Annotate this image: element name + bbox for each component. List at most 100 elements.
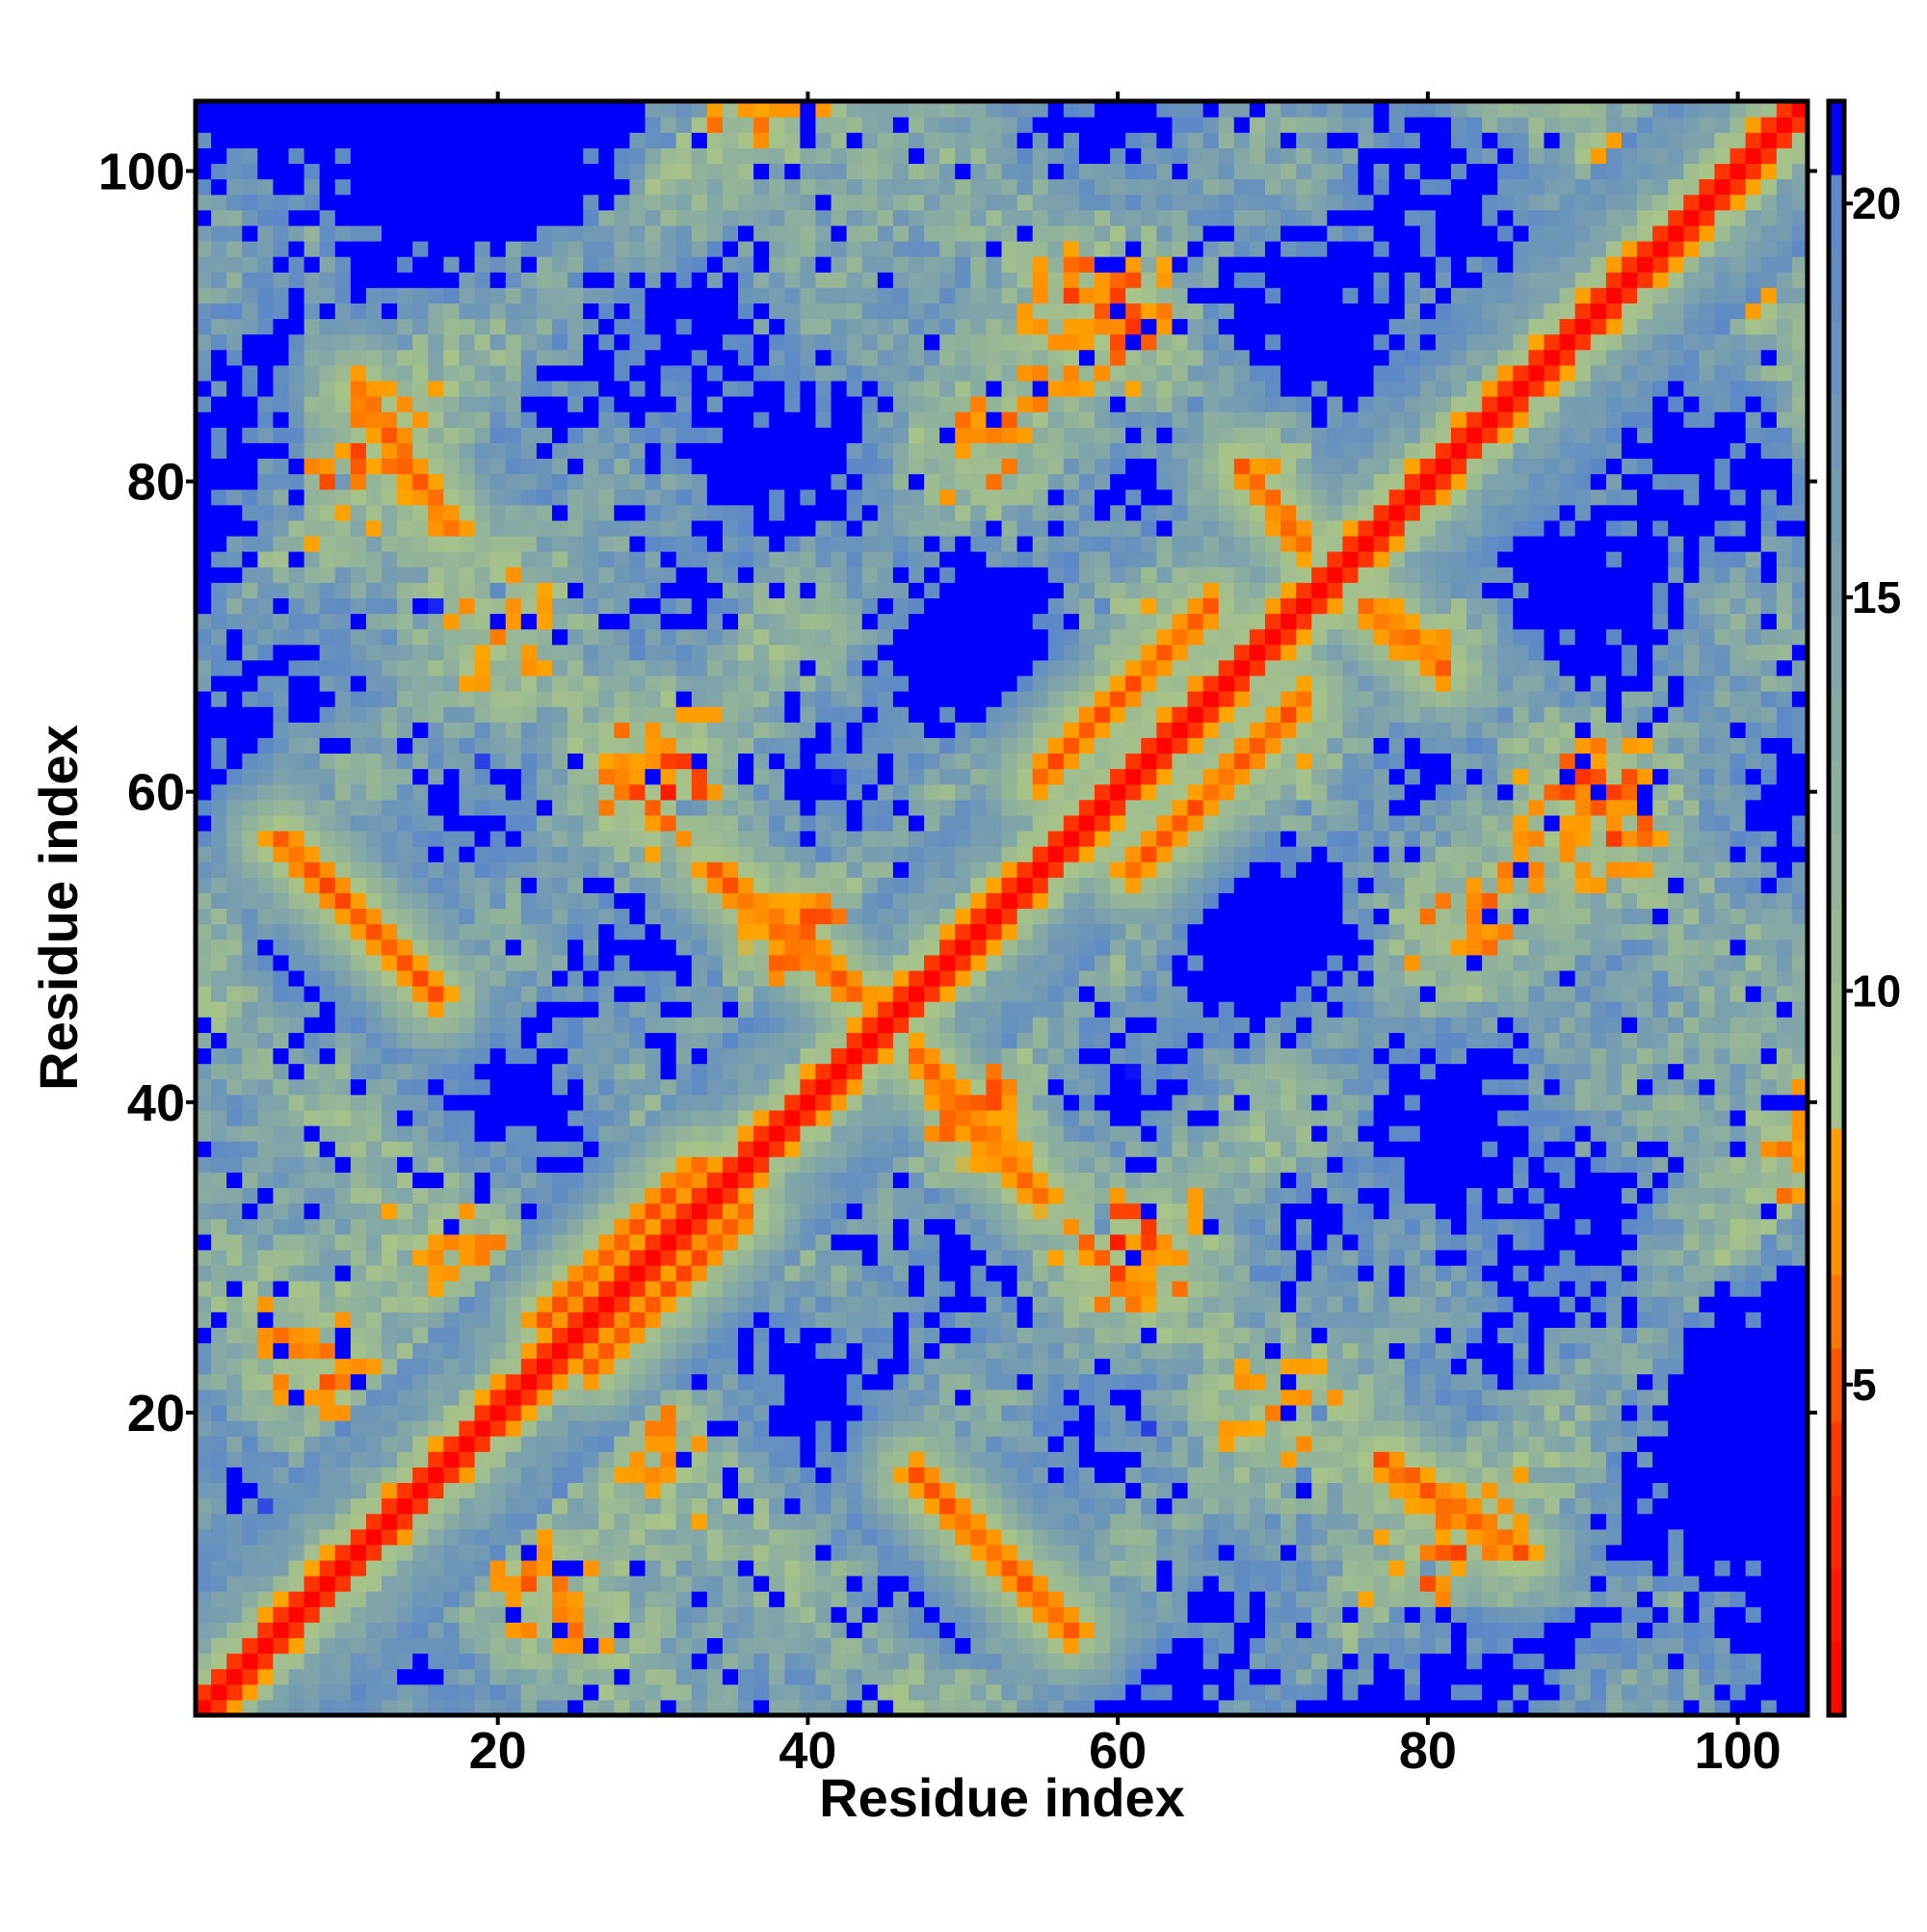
heatmap-cell: [691, 830, 708, 847]
heatmap-cell: [753, 597, 770, 615]
heatmap-cell: [551, 1203, 568, 1220]
heatmap-cell: [551, 1497, 568, 1515]
heatmap-cell: [226, 1436, 243, 1452]
heatmap-cell: [691, 1497, 708, 1515]
heatmap-cell: [568, 567, 584, 583]
heatmap-cell: [861, 1001, 879, 1018]
heatmap-cell: [846, 1342, 863, 1360]
heatmap-cell: [382, 551, 398, 568]
heatmap-cell: [877, 1218, 894, 1235]
heatmap-cell: [211, 1078, 227, 1096]
heatmap-cell: [583, 1047, 599, 1065]
heatmap-cell: [877, 1482, 894, 1499]
heatmap-cell: [428, 1528, 444, 1546]
heatmap-cell: [800, 473, 817, 490]
heatmap-cell: [428, 706, 444, 723]
heatmap-cell: [288, 1125, 305, 1142]
heatmap-cell: [334, 628, 352, 646]
heatmap-cell: [738, 877, 754, 893]
heatmap-cell: [474, 1404, 491, 1421]
heatmap-cell: [273, 1528, 290, 1546]
heatmap-cell: [831, 1591, 848, 1607]
heatmap-cell: [412, 1047, 429, 1065]
heatmap-cell: [892, 1404, 910, 1421]
heatmap-cell: [350, 1172, 367, 1189]
heatmap-cell: [412, 442, 429, 460]
heatmap-cell: [536, 675, 553, 692]
heatmap-cell: [614, 908, 631, 925]
heatmap-cell: [443, 939, 461, 956]
heatmap-cell: [304, 147, 321, 165]
heatmap-cell: [273, 1373, 290, 1390]
heatmap-cell: [660, 908, 677, 925]
heatmap-cell: [660, 1559, 677, 1576]
heatmap-cell: [645, 1451, 662, 1468]
heatmap-cell: [226, 783, 243, 801]
heatmap-cell: [412, 582, 429, 598]
heatmap-cell: [397, 1497, 413, 1515]
heatmap-cell: [474, 101, 491, 118]
heatmap-cell: [614, 1653, 631, 1670]
heatmap-cell: [675, 969, 693, 987]
heatmap-cell: [382, 1637, 398, 1654]
heatmap-cell: [831, 908, 848, 925]
heatmap-cell: [769, 1264, 785, 1282]
heatmap-cell: [738, 303, 754, 320]
heatmap-cell: [861, 1358, 879, 1375]
heatmap-cell: [428, 1187, 444, 1204]
heatmap-cell: [319, 209, 336, 226]
heatmap-cell: [520, 194, 538, 211]
heatmap-cell: [334, 1218, 352, 1235]
heatmap-cell: [706, 473, 724, 490]
heatmap-cell: [242, 969, 258, 987]
heatmap-cell: [273, 986, 290, 1002]
heatmap-cell: [365, 1637, 383, 1654]
heatmap-cell: [288, 1544, 305, 1561]
heatmap-cell: [614, 644, 631, 661]
heatmap-cell: [459, 333, 476, 351]
heatmap-cell: [459, 1668, 476, 1685]
heatmap-cell: [551, 1559, 568, 1576]
heatmap-cell: [520, 349, 538, 366]
heatmap-cell: [443, 1622, 461, 1639]
heatmap-cell: [908, 1032, 925, 1049]
heatmap-cell: [304, 1047, 321, 1065]
heatmap-cell: [691, 1017, 708, 1033]
heatmap-cell: [365, 706, 383, 723]
heatmap-cell: [397, 380, 413, 397]
heatmap-cell: [489, 799, 507, 816]
heatmap-cell: [691, 163, 708, 180]
heatmap-cell: [629, 659, 647, 676]
heatmap-cell: [722, 1404, 739, 1421]
heatmap-cell: [365, 1203, 383, 1220]
heatmap-cell: [211, 1591, 227, 1607]
heatmap-cell: [474, 722, 491, 738]
heatmap-cell: [382, 861, 398, 878]
heatmap-cell: [784, 1218, 801, 1235]
heatmap-cell: [304, 1327, 321, 1344]
heatmap-cell: [536, 209, 553, 226]
heatmap-cell: [520, 628, 538, 646]
heatmap-cell: [382, 877, 398, 893]
heatmap-cell: [861, 272, 879, 288]
heatmap-cell: [382, 117, 398, 133]
heatmap-cell: [505, 101, 522, 118]
heatmap-cell: [722, 1156, 739, 1173]
heatmap-cell: [568, 1482, 584, 1499]
heatmap-cell: [645, 597, 662, 615]
heatmap-cell: [196, 1172, 212, 1189]
heatmap-cell: [505, 877, 522, 893]
heatmap-cell: [211, 1063, 227, 1080]
heatmap-cell: [815, 1559, 832, 1576]
heatmap-cell: [489, 1559, 507, 1576]
heatmap-cell: [350, 163, 367, 180]
heatmap-cell: [397, 209, 413, 226]
heatmap-cell: [583, 1063, 599, 1080]
heatmap-cell: [784, 1296, 801, 1312]
heatmap-cell: [350, 209, 367, 226]
heatmap-cell: [536, 1203, 553, 1220]
heatmap-cell: [365, 473, 383, 490]
heatmap-cell: [196, 1063, 212, 1080]
heatmap-cell: [706, 1063, 724, 1080]
heatmap-cell: [397, 923, 413, 940]
